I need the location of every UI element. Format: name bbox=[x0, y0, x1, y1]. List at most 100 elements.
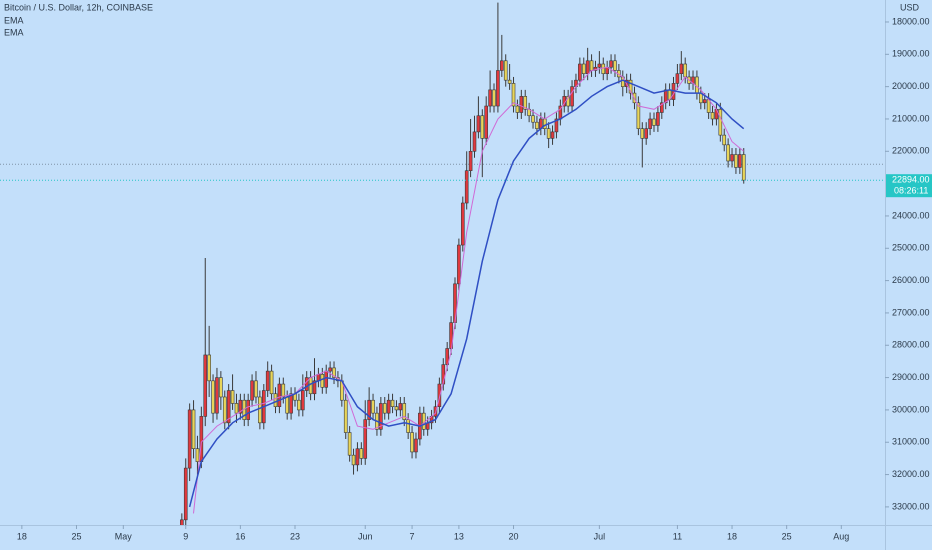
last-price-label: 22894.00 bbox=[892, 175, 930, 185]
candle-body bbox=[437, 383, 442, 407]
candle-body bbox=[195, 448, 200, 462]
candle-body bbox=[652, 118, 656, 126]
candle-body bbox=[597, 63, 602, 68]
candle-body bbox=[343, 399, 348, 433]
candle-body bbox=[359, 448, 364, 459]
candle-body bbox=[488, 89, 492, 107]
x-tick-label: 18 bbox=[727, 531, 737, 541]
candle-body bbox=[675, 73, 680, 84]
candle-body bbox=[371, 399, 375, 414]
candle-body bbox=[382, 403, 387, 414]
countdown-label: 08:26:11 bbox=[894, 186, 928, 196]
candle-body bbox=[484, 105, 489, 139]
candle-body bbox=[550, 131, 555, 139]
candle-body bbox=[644, 128, 648, 139]
candle-body bbox=[566, 96, 570, 107]
y-tick-label: 20000.00 bbox=[892, 81, 930, 91]
candle-body bbox=[476, 115, 481, 133]
candle-body bbox=[515, 105, 520, 113]
candle-body bbox=[523, 96, 528, 110]
candle-body bbox=[273, 393, 278, 407]
candle-body bbox=[367, 399, 371, 420]
candle-body bbox=[480, 115, 485, 139]
candle-body bbox=[180, 519, 184, 525]
candle-body bbox=[445, 348, 449, 365]
candle-body bbox=[414, 438, 418, 453]
candle-body bbox=[457, 244, 461, 285]
y-tick-label: 18000.00 bbox=[892, 16, 930, 26]
candle-body bbox=[258, 396, 262, 424]
candle-body bbox=[363, 419, 368, 459]
candle-body bbox=[312, 380, 317, 395]
candle-body bbox=[531, 115, 535, 123]
candle-body bbox=[297, 399, 301, 411]
y-tick-label: 28000.00 bbox=[892, 340, 930, 350]
y-tick-label: 30000.00 bbox=[892, 404, 930, 414]
y-tick-label: 27000.00 bbox=[892, 307, 930, 317]
price-unit: USD bbox=[900, 2, 920, 12]
candle-body bbox=[730, 154, 734, 162]
candle-body bbox=[636, 102, 641, 129]
candle-body bbox=[246, 399, 250, 420]
y-tick-label: 22000.00 bbox=[892, 146, 930, 156]
candle-body bbox=[410, 432, 414, 453]
candle-body bbox=[519, 96, 524, 113]
candle-body bbox=[191, 409, 196, 450]
y-tick-label: 21000.00 bbox=[892, 113, 930, 123]
x-tick-label: 25 bbox=[71, 531, 81, 541]
candle-body bbox=[215, 377, 219, 414]
candle-body bbox=[741, 154, 746, 181]
candle-body bbox=[464, 170, 469, 204]
candle-body bbox=[230, 390, 235, 404]
y-tick-label: 25000.00 bbox=[892, 243, 930, 253]
candle-body bbox=[710, 112, 715, 120]
candle-body bbox=[468, 150, 473, 171]
candle-body bbox=[390, 399, 395, 407]
candle-body bbox=[402, 403, 407, 420]
candle-body bbox=[222, 396, 227, 424]
candle-body bbox=[640, 128, 645, 139]
candle-body bbox=[250, 380, 254, 401]
candle-body bbox=[226, 390, 231, 424]
candle-body bbox=[613, 60, 617, 71]
candle-body bbox=[398, 403, 403, 411]
candle-body bbox=[695, 76, 699, 94]
candle-body bbox=[679, 63, 684, 75]
ema-line bbox=[188, 79, 745, 508]
x-tick-label: 7 bbox=[410, 531, 415, 541]
legend-entry: EMA bbox=[4, 27, 24, 37]
y-tick-label: 26000.00 bbox=[892, 275, 930, 285]
legend-entry: EMA bbox=[4, 15, 24, 25]
candle-body bbox=[628, 79, 633, 94]
candle-body bbox=[219, 377, 223, 398]
candle-body bbox=[203, 354, 208, 417]
x-tick-label: 20 bbox=[509, 531, 519, 541]
candle-body bbox=[585, 60, 590, 75]
x-tick-label: 11 bbox=[673, 531, 682, 541]
candle-body bbox=[578, 63, 582, 81]
candle-body bbox=[609, 60, 613, 68]
x-tick-label: Aug bbox=[833, 531, 849, 541]
candle-body bbox=[738, 154, 742, 168]
last-price-badge bbox=[886, 174, 932, 198]
candle-body bbox=[265, 370, 270, 391]
candle-body bbox=[421, 412, 426, 430]
x-tick-label: Jul bbox=[594, 531, 606, 541]
candle-body bbox=[285, 396, 289, 414]
y-tick-label: 29000.00 bbox=[892, 372, 930, 382]
x-tick-label: Jun bbox=[358, 531, 373, 541]
candle-body bbox=[406, 419, 410, 433]
x-tick-label: 9 bbox=[183, 531, 188, 541]
candle-body bbox=[304, 377, 309, 391]
candle-body bbox=[281, 383, 286, 398]
candle-body bbox=[351, 454, 356, 466]
candle-body bbox=[328, 367, 332, 372]
y-tick-label: 31000.00 bbox=[892, 437, 930, 447]
y-tick-label: 24000.00 bbox=[892, 210, 930, 220]
candle-body bbox=[347, 432, 352, 456]
candle-body bbox=[324, 370, 329, 388]
candle-body bbox=[355, 448, 360, 466]
x-tick-label: 13 bbox=[454, 531, 464, 541]
chart-title: Bitcoin / U.S. Dollar, 12h, COINBASE bbox=[4, 2, 153, 12]
